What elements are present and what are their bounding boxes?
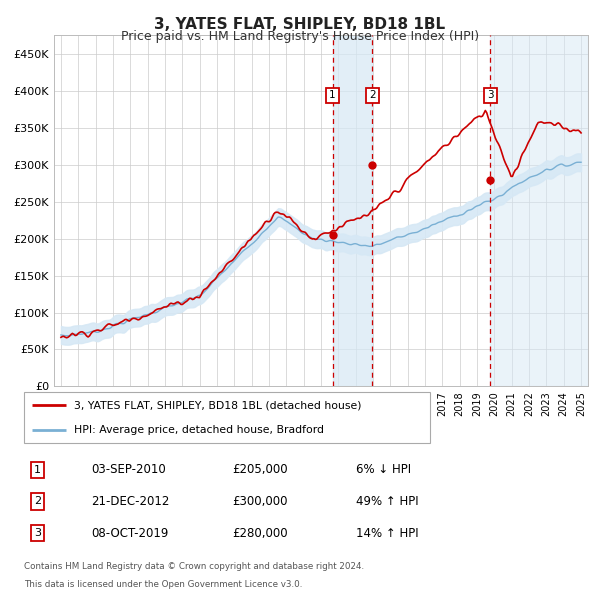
Bar	[490, 35, 588, 386]
Text: 1: 1	[34, 465, 41, 474]
Text: £205,000: £205,000	[232, 463, 288, 476]
Text: 14% ↑ HPI: 14% ↑ HPI	[356, 527, 419, 540]
Text: 3: 3	[34, 529, 41, 538]
Text: 3, YATES FLAT, SHIPLEY, BD18 1BL: 3, YATES FLAT, SHIPLEY, BD18 1BL	[154, 17, 446, 31]
Text: 3, YATES FLAT, SHIPLEY, BD18 1BL (detached house): 3, YATES FLAT, SHIPLEY, BD18 1BL (detach…	[74, 400, 362, 410]
Bar	[332, 35, 373, 386]
Text: This data is licensed under the Open Government Licence v3.0.: This data is licensed under the Open Gov…	[23, 579, 302, 589]
Text: 3: 3	[487, 90, 494, 100]
Text: Price paid vs. HM Land Registry's House Price Index (HPI): Price paid vs. HM Land Registry's House …	[121, 30, 479, 43]
FancyBboxPatch shape	[23, 392, 430, 443]
Text: Contains HM Land Registry data © Crown copyright and database right 2024.: Contains HM Land Registry data © Crown c…	[23, 562, 364, 571]
Text: 2: 2	[34, 497, 41, 506]
Text: 1: 1	[329, 90, 336, 100]
Text: 21-DEC-2012: 21-DEC-2012	[91, 495, 170, 508]
Text: 08-OCT-2019: 08-OCT-2019	[91, 527, 169, 540]
Text: HPI: Average price, detached house, Bradford: HPI: Average price, detached house, Brad…	[74, 425, 325, 435]
Text: £300,000: £300,000	[232, 495, 288, 508]
Text: 03-SEP-2010: 03-SEP-2010	[91, 463, 166, 476]
Text: 2: 2	[369, 90, 376, 100]
Text: 6% ↓ HPI: 6% ↓ HPI	[356, 463, 412, 476]
Text: £280,000: £280,000	[232, 527, 288, 540]
Text: 49% ↑ HPI: 49% ↑ HPI	[356, 495, 419, 508]
